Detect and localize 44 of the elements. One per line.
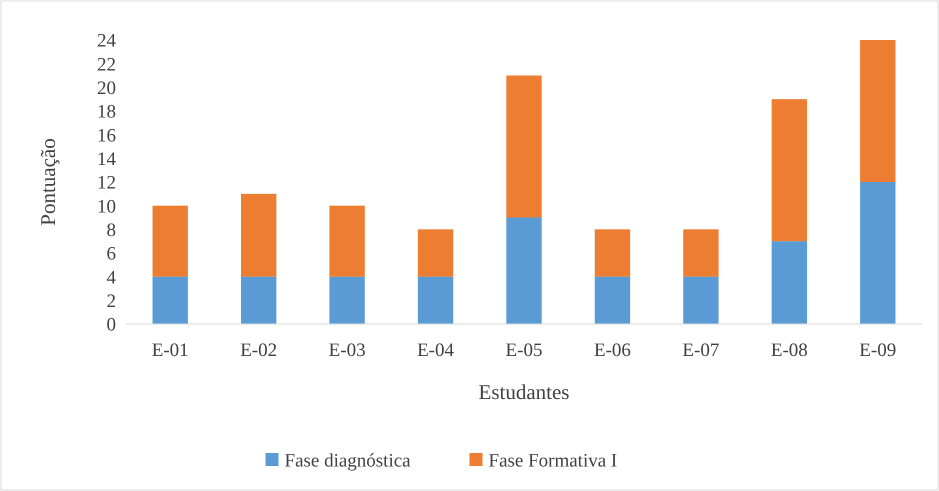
bar xyxy=(506,76,542,218)
y-tick-label: 0 xyxy=(106,314,116,336)
y-tick-label: 20 xyxy=(97,78,116,99)
x-tick-label: E-09 xyxy=(859,340,896,361)
x-tick-label: E-06 xyxy=(594,340,631,361)
y-tick-label: 2 xyxy=(106,290,116,312)
bar xyxy=(772,99,808,242)
y-tick-label: 18 xyxy=(97,102,116,123)
bar xyxy=(240,194,276,277)
y-tick-label: 10 xyxy=(97,196,116,218)
x-tick-label: E-01 xyxy=(152,340,189,361)
bar xyxy=(860,182,896,324)
legend-label: Fase Formativa I xyxy=(488,450,618,472)
x-tick-label: E-03 xyxy=(328,340,366,361)
x-tick-label: E-07 xyxy=(682,340,720,361)
x-axis-title: Estudantes xyxy=(478,380,570,404)
x-tick-label: E-05 xyxy=(506,340,542,361)
y-axis-title: Pontuação xyxy=(36,138,60,226)
y-tick-label: 24 xyxy=(97,30,116,52)
bar xyxy=(418,276,454,324)
bar xyxy=(152,206,188,277)
y-tick-label: 6 xyxy=(106,244,116,265)
bar xyxy=(594,229,630,277)
bar xyxy=(683,229,719,277)
legend-label: Fase diagnóstica xyxy=(284,450,412,472)
bar xyxy=(772,241,808,324)
bar xyxy=(860,40,896,182)
bar xyxy=(329,276,365,324)
y-tick-label: 8 xyxy=(106,220,116,241)
bar xyxy=(683,276,719,324)
bar xyxy=(240,276,276,324)
y-tick-label: 16 xyxy=(97,125,116,146)
x-tick-label: E-04 xyxy=(417,340,455,361)
y-tick-label: 4 xyxy=(106,267,116,288)
bar xyxy=(329,206,365,277)
y-tick-label: 22 xyxy=(97,54,116,76)
bar xyxy=(152,276,188,324)
bar xyxy=(506,218,542,324)
x-tick-label: E-02 xyxy=(240,340,278,361)
bar xyxy=(418,229,454,277)
x-tick-label: E-08 xyxy=(770,340,808,361)
y-tick-label: 14 xyxy=(97,148,116,170)
bar xyxy=(594,276,630,324)
y-tick-label: 12 xyxy=(97,172,116,194)
